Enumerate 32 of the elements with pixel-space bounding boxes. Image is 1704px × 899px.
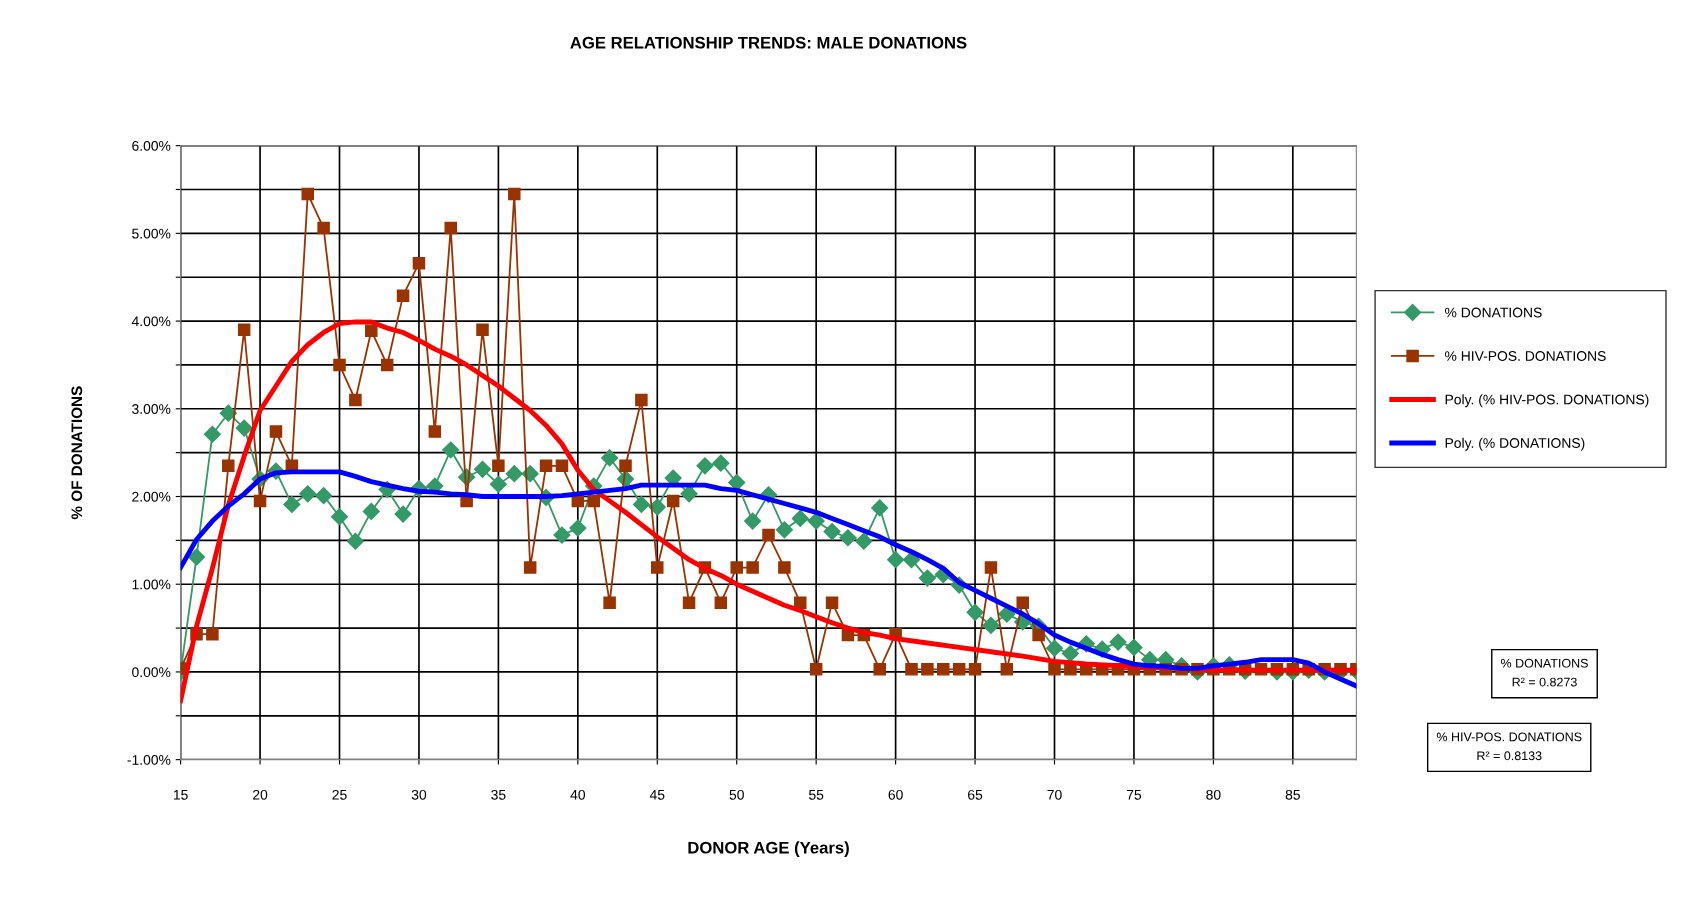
y-tick-label: 4.00%	[131, 316, 171, 327]
chart-title: AGE RELATIONSHIP TRENDS: MALE DONATIONS	[570, 36, 967, 49]
y-tick-label: 3.00%	[132, 404, 171, 414]
y-tick-label: -1.00%	[127, 754, 171, 765]
y-tick-label: 5.00%	[132, 228, 171, 239]
x-tick-label: 55	[809, 790, 824, 800]
y-tick-label: 2.00%	[132, 491, 171, 502]
x-tick-label: 75	[1126, 790, 1142, 800]
x-tick-label: 25	[332, 789, 347, 800]
y-axis-title: % OF DONATIONS	[71, 386, 83, 520]
legend-label: % HIV-POS. DONATIONS	[1445, 351, 1606, 361]
text: % HIV-POS. DONATIONS R² = 0.8133	[1436, 732, 1582, 761]
x-tick-label: 80	[1206, 789, 1221, 800]
x-tick-label: 50	[729, 789, 744, 800]
x-tick-label: 85	[1285, 789, 1300, 800]
x-tick-label: 70	[1047, 789, 1062, 800]
x-tick-label: 40	[570, 789, 586, 800]
legend-label: % DONATIONS	[1445, 307, 1542, 318]
x-tick-label: 45	[649, 790, 665, 800]
x-tick-label: 60	[888, 789, 903, 800]
y-tick-label: 1.00%	[132, 579, 171, 590]
legend-label: Poly. (% DONATIONS)	[1445, 437, 1585, 451]
x-tick-label: 15	[173, 790, 188, 800]
legend-label: Poly. (% HIV-POS. DONATIONS)	[1445, 394, 1649, 408]
y-tick-label: 6.00%	[132, 140, 171, 151]
x-axis-title: DONOR AGE (Years)	[688, 841, 849, 857]
text: % DONATIONS R² = 0.8273	[1500, 658, 1588, 687]
x-tick-label: 20	[253, 789, 268, 800]
y-tick-label: 0.00%	[132, 667, 171, 678]
x-tick-label: 65	[968, 789, 983, 800]
x-tick-label: 30	[411, 789, 427, 800]
x-tick-label: 35	[491, 789, 506, 800]
